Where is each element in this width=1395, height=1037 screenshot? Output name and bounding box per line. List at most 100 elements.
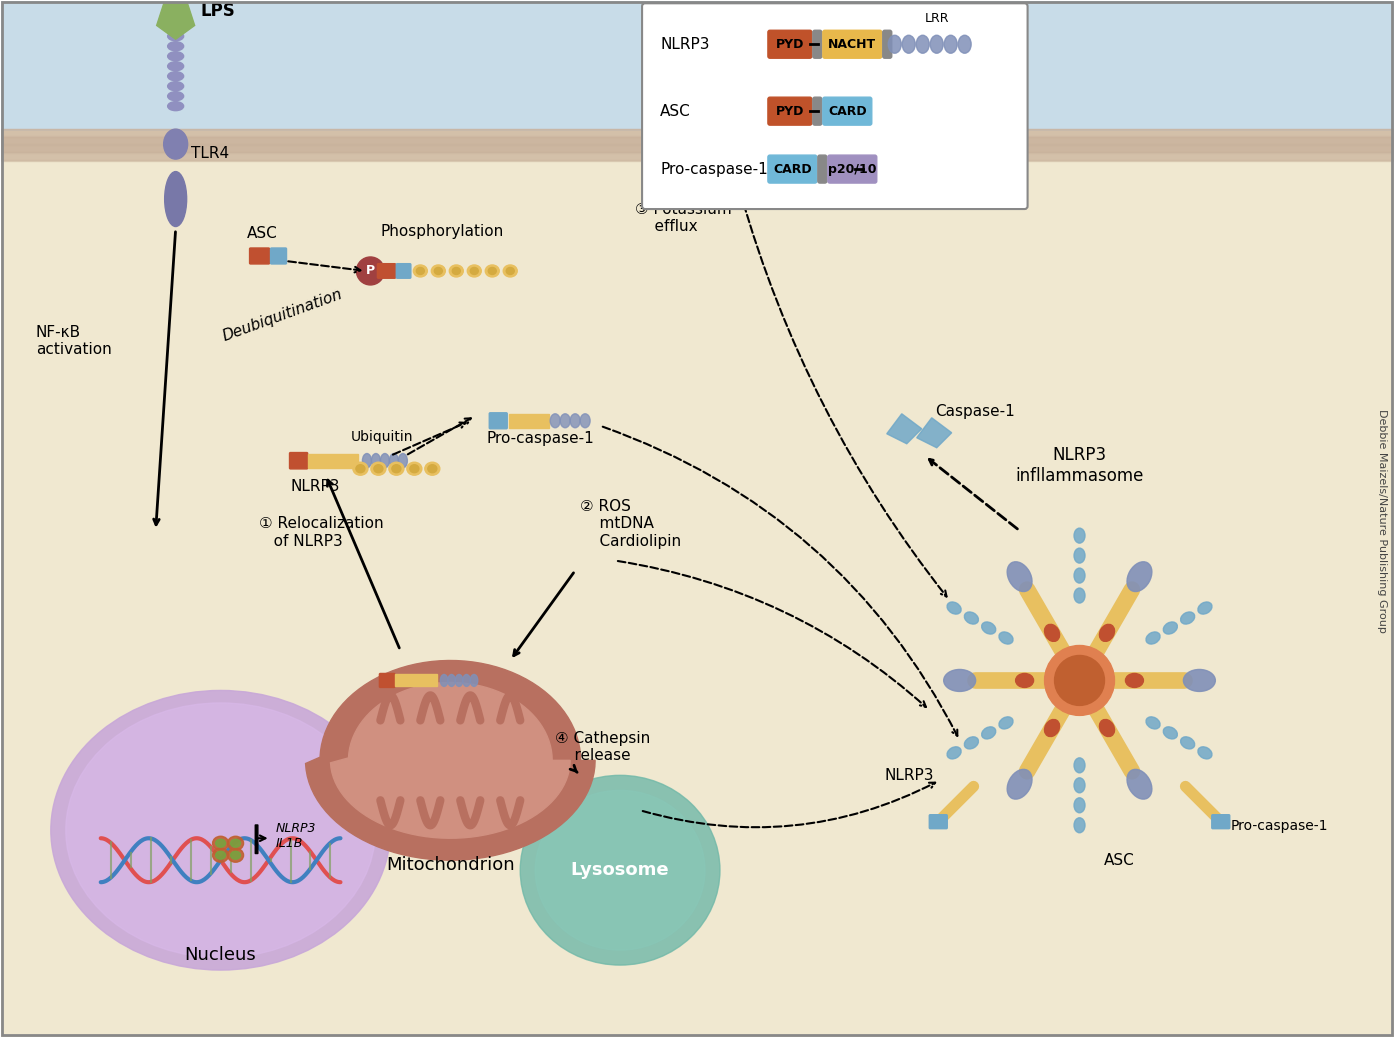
Ellipse shape: [167, 62, 184, 71]
Ellipse shape: [227, 836, 244, 850]
Ellipse shape: [964, 612, 978, 624]
Text: ② ROS
    mtDNA
    Cardiolipin: ② ROS mtDNA Cardiolipin: [580, 499, 681, 549]
Ellipse shape: [917, 35, 929, 53]
Text: Pro-caspase-1: Pro-caspase-1: [660, 162, 767, 176]
Ellipse shape: [504, 265, 518, 277]
Ellipse shape: [561, 414, 571, 428]
Ellipse shape: [470, 268, 478, 275]
Ellipse shape: [1074, 758, 1085, 773]
Text: NACHT: NACHT: [829, 37, 876, 51]
Text: Nucleus: Nucleus: [184, 946, 257, 964]
Text: K$^+$: K$^+$: [702, 186, 730, 205]
Ellipse shape: [982, 622, 996, 634]
Circle shape: [357, 257, 385, 285]
Bar: [1, 130, 1394, 136]
FancyBboxPatch shape: [250, 248, 269, 264]
Ellipse shape: [1045, 624, 1060, 642]
Ellipse shape: [520, 776, 720, 965]
Ellipse shape: [452, 268, 460, 275]
FancyBboxPatch shape: [490, 413, 508, 428]
Ellipse shape: [392, 465, 400, 473]
Ellipse shape: [1099, 624, 1115, 642]
Ellipse shape: [353, 463, 368, 475]
Ellipse shape: [216, 851, 226, 860]
Polygon shape: [887, 414, 922, 444]
FancyBboxPatch shape: [685, 120, 735, 183]
Ellipse shape: [1147, 717, 1161, 729]
Bar: [1, 1, 1394, 131]
Ellipse shape: [167, 52, 184, 61]
Ellipse shape: [930, 35, 943, 53]
Text: Phosphorylation: Phosphorylation: [381, 224, 504, 239]
Text: ASC: ASC: [1103, 853, 1136, 868]
Ellipse shape: [425, 463, 439, 475]
Ellipse shape: [230, 839, 240, 847]
Text: ③ Potassium
    efflux: ③ Potassium efflux: [635, 201, 732, 234]
Ellipse shape: [463, 674, 470, 686]
FancyBboxPatch shape: [642, 3, 1028, 209]
FancyBboxPatch shape: [271, 248, 286, 264]
FancyBboxPatch shape: [378, 263, 396, 278]
Text: NLRP3
infllammasome: NLRP3 infllammasome: [1016, 446, 1144, 484]
Ellipse shape: [1074, 588, 1085, 604]
Ellipse shape: [964, 737, 978, 749]
Ellipse shape: [467, 265, 481, 277]
Ellipse shape: [356, 465, 365, 473]
Ellipse shape: [470, 674, 477, 686]
FancyBboxPatch shape: [696, 169, 724, 188]
Ellipse shape: [167, 32, 184, 40]
Polygon shape: [156, 3, 195, 39]
Text: PYD: PYD: [776, 105, 804, 117]
Text: Pro-caspase-1: Pro-caspase-1: [1230, 819, 1328, 834]
Ellipse shape: [1007, 769, 1032, 800]
Ellipse shape: [982, 727, 996, 739]
Text: TLR4: TLR4: [191, 145, 229, 161]
Text: NLRP3: NLRP3: [884, 768, 935, 783]
Ellipse shape: [389, 463, 405, 475]
Ellipse shape: [167, 102, 184, 111]
FancyBboxPatch shape: [823, 97, 872, 125]
Circle shape: [1055, 655, 1105, 705]
Ellipse shape: [1198, 602, 1212, 614]
FancyBboxPatch shape: [823, 30, 882, 58]
Ellipse shape: [167, 82, 184, 90]
Text: NLRP3: NLRP3: [276, 822, 317, 835]
Ellipse shape: [167, 72, 184, 81]
FancyBboxPatch shape: [817, 156, 827, 184]
Text: Caspase-1: Caspase-1: [935, 403, 1014, 419]
Text: LPS: LPS: [201, 2, 236, 21]
Ellipse shape: [999, 632, 1013, 644]
FancyBboxPatch shape: [827, 156, 877, 184]
Ellipse shape: [381, 453, 389, 468]
Ellipse shape: [1016, 673, 1034, 688]
Ellipse shape: [212, 848, 229, 862]
Ellipse shape: [1074, 818, 1085, 833]
Ellipse shape: [1127, 562, 1152, 591]
Text: ① Relocalization
   of NLRP3: ① Relocalization of NLRP3: [258, 516, 384, 549]
Ellipse shape: [413, 265, 427, 277]
Bar: [1, 137, 1394, 144]
Ellipse shape: [227, 848, 244, 862]
FancyBboxPatch shape: [767, 97, 812, 125]
Ellipse shape: [448, 674, 455, 686]
Ellipse shape: [488, 268, 497, 275]
FancyBboxPatch shape: [883, 30, 891, 58]
Ellipse shape: [1074, 528, 1085, 543]
Ellipse shape: [1074, 778, 1085, 793]
Ellipse shape: [1183, 670, 1215, 692]
Ellipse shape: [1126, 673, 1144, 688]
Text: p20/10: p20/10: [829, 163, 876, 175]
Bar: [308, 453, 359, 468]
Ellipse shape: [1163, 727, 1177, 739]
Text: P: P: [365, 264, 375, 278]
Ellipse shape: [407, 463, 421, 475]
Ellipse shape: [1180, 737, 1194, 749]
Ellipse shape: [958, 35, 971, 53]
Bar: [1, 153, 1394, 160]
Text: ④ Cathepsin
    release: ④ Cathepsin release: [555, 731, 650, 763]
Polygon shape: [331, 682, 571, 838]
Ellipse shape: [580, 414, 590, 428]
Ellipse shape: [1127, 769, 1152, 800]
FancyBboxPatch shape: [767, 156, 817, 184]
Ellipse shape: [943, 670, 975, 692]
